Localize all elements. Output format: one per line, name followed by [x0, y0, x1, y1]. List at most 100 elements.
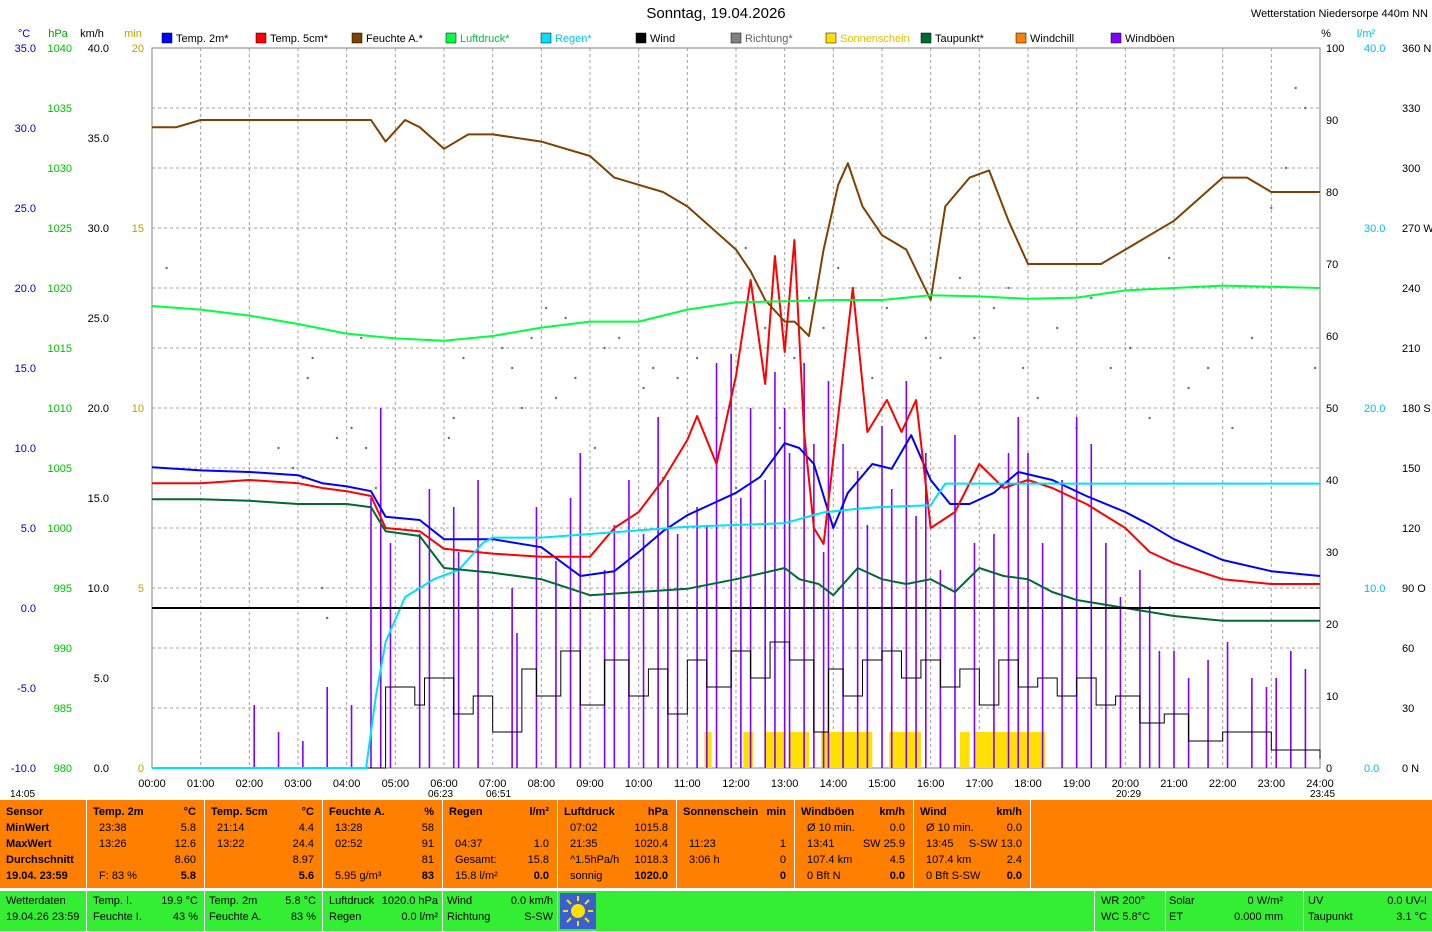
direction-point: [291, 466, 295, 470]
axis-tick-wind: 10.0: [88, 583, 109, 595]
stats-boeen-r3-time: 107.4 km: [807, 854, 853, 866]
stats-regen-unit: l/m²: [529, 806, 549, 818]
direction-point: [564, 316, 567, 320]
axis-tick-sun: 10: [132, 403, 144, 415]
direction-point: [447, 436, 451, 440]
sunshine-block: [704, 732, 712, 768]
sunshine-block: [959, 732, 970, 768]
stats-boeen-unit: km/h: [879, 806, 905, 818]
x-tick-label: 03:00: [284, 778, 312, 790]
stats-temp5cm-r1-time: 21:14: [217, 822, 245, 834]
direction-point: [837, 266, 840, 270]
current-humidity-indoor-label: Feuchte I.: [93, 911, 142, 923]
x-tick-label: 11:00: [674, 778, 701, 790]
stats-sonne-r2-value: 1: [779, 838, 786, 850]
time-marker-sunrise: 06:51: [486, 789, 511, 800]
direction-point: [501, 346, 504, 350]
direction-point: [530, 336, 533, 340]
stats-date-label: 19.04. 23:59: [6, 870, 68, 882]
x-tick-label: 19:00: [1063, 778, 1091, 790]
direction-point: [350, 426, 353, 430]
legend-swatch: [635, 32, 647, 44]
direction-point: [676, 376, 679, 380]
current-uv-value: 0.0 UV-I: [1387, 895, 1427, 907]
legend-swatch: [540, 32, 552, 44]
legend-label: Windböen: [1125, 33, 1175, 45]
current-wind-direction-deg: WR 200°: [1101, 895, 1146, 907]
stats-temp2m-r1-time: 23:38: [99, 822, 127, 834]
sunshine-block: [789, 732, 809, 768]
current-direction-value: S-SW: [524, 911, 553, 923]
series-line: [151, 434, 1321, 577]
direction-point: [462, 356, 465, 360]
legend-label: Richtung*: [745, 33, 793, 45]
direction-point: [326, 616, 329, 620]
axis-tick-direction: 270 W: [1402, 223, 1432, 235]
axis-tick-temp: 5.0: [21, 523, 36, 535]
x-tick-label: 22:00: [1209, 778, 1237, 790]
stats-wind-r3-value: 2.4: [1006, 854, 1022, 866]
stats-temp2m-unit: °C: [183, 806, 196, 818]
stats-wind-r3-time: 107.4 km: [926, 854, 972, 866]
stats-avg-label: Durchschnitt: [6, 854, 74, 866]
axis-tick-direction: 240: [1402, 283, 1420, 295]
current-temp-2m-value: 5.8 °C: [285, 895, 316, 907]
direction-point: [642, 386, 645, 390]
current-pressure-value: 1020.0 hPa: [381, 895, 438, 907]
stats-boeen-r1-time: Ø 10 min.: [807, 822, 855, 834]
stats-sonne-r4-value: 0: [779, 870, 786, 882]
stats-luftdruck-r1-time: 07:02: [570, 822, 598, 834]
axis-tick-pressure: 985: [54, 703, 72, 715]
axis-tick-sun: 20: [132, 43, 144, 55]
statistics-panel: Sensor MinWert MaxWert Durchschnitt 19.0…: [0, 800, 1432, 888]
axis-tick-wind: 15.0: [88, 493, 109, 505]
sun-icon: [563, 896, 593, 926]
direction-point: [1148, 416, 1151, 420]
weather-icon-sunny: [560, 893, 596, 929]
x-tick-label: 07:00: [479, 778, 507, 790]
stats-wind-column: Wind km/h Ø 10 min. 0.0 13:45 S-SW 13.0 107.4 …: [914, 800, 1031, 888]
stats-temp5cm-r2-value: 24.4: [292, 838, 314, 850]
current-temp-indoor-value: 19.9 °C: [161, 895, 198, 907]
stats-feuchte-r2-value: 91: [421, 838, 434, 850]
direction-point: [939, 356, 942, 360]
stats-sonne-r3-time: 3:06 h: [689, 854, 720, 866]
series-line: [152, 119, 1320, 337]
x-tick-label: 16:00: [917, 778, 945, 790]
direction-point: [1313, 366, 1317, 370]
axis-tick-direction: 300: [1402, 163, 1420, 175]
stats-boeen-header: Windböen: [801, 806, 855, 818]
legend-swatch: [445, 32, 457, 44]
legend-label: Temp. 2m*: [176, 33, 229, 45]
sunshine-block: [835, 732, 873, 768]
stats-sonne-column: Sonnenschein min 11:23 1 3:06 h 0 0: [677, 800, 795, 888]
direction-point: [958, 276, 962, 280]
stats-temp2m-header: Temp. 2m: [93, 806, 144, 818]
stats-wind-r2-time: 13:45: [926, 838, 954, 850]
direction-point: [1304, 106, 1307, 110]
legend-label: Sonnenschein: [840, 33, 910, 45]
direction-point: [1129, 346, 1132, 350]
direction-point: [885, 306, 889, 310]
x-tick-label: 23:00: [1258, 778, 1286, 790]
sunshine-block: [974, 732, 985, 768]
direction-point: [695, 356, 699, 360]
axis-unit-wind: km/h: [80, 28, 104, 40]
direction-point: [574, 376, 577, 380]
x-tick-label: 20:00: [1112, 778, 1140, 790]
axis-tick-rain: 40.0: [1364, 43, 1385, 55]
current-outdoor-column: Temp. 2m 5.8 °C Feuchte A. 83 %: [205, 891, 323, 931]
legend-swatch: [1110, 32, 1122, 44]
current-humidity-indoor-value: 43 %: [172, 911, 198, 923]
direction-point: [321, 586, 324, 590]
axis-tick-pressure: 990: [54, 643, 72, 655]
direction-point: [924, 336, 927, 340]
axis-unit-sun: min: [124, 28, 142, 40]
direction-point: [520, 406, 524, 410]
axis-tick-rain: 0.0: [1364, 763, 1379, 775]
direction-point: [1206, 366, 1210, 370]
stats-luftdruck-r4-time: sonnig: [570, 870, 603, 882]
stats-luftdruck-header: Luftdruck: [564, 806, 615, 818]
wind-line: [152, 641, 1321, 769]
legend-label: Luftdruck*: [460, 33, 510, 45]
